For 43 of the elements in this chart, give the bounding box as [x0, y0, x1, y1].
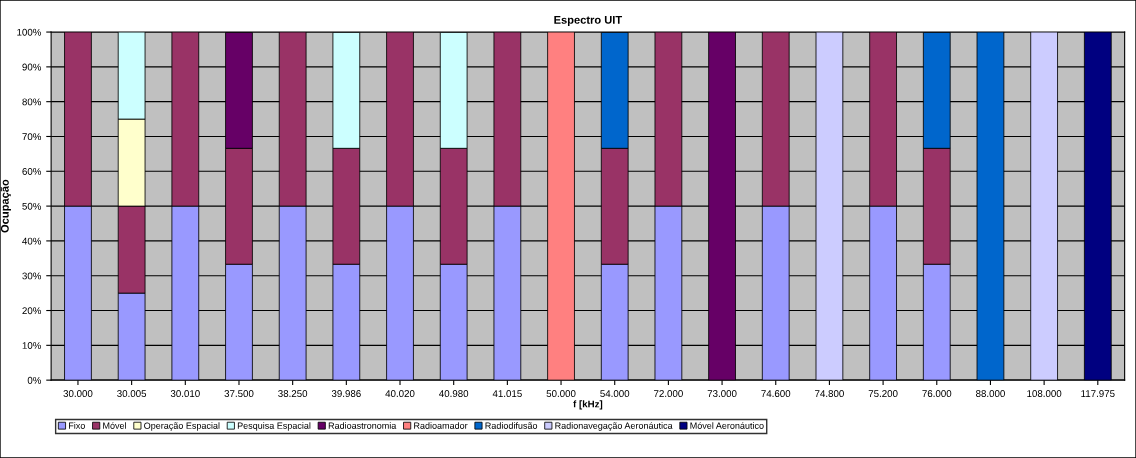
x-tick-label: 72.000	[654, 390, 683, 397]
x-tick-label: 76.000	[922, 390, 952, 397]
legend-label: Radioamador	[414, 422, 468, 429]
y-tick-label: 50%	[22, 202, 42, 210]
y-tick-label: 60%	[22, 168, 42, 175]
legend-label: Fixo	[69, 422, 85, 429]
x-axis-title: f [kHz]	[573, 400, 603, 410]
x-tick-label: 30.000	[63, 390, 93, 397]
y-tick-label: 100%	[17, 28, 42, 36]
x-tick-label: 50.000	[546, 390, 576, 397]
x-tick-label: 108.000	[1027, 390, 1062, 397]
y-tick-label: 70%	[22, 133, 42, 141]
x-tick-label: 38.250	[278, 390, 308, 397]
y-tick-label: 10%	[22, 342, 42, 349]
y-axis-title: Ocupação	[0, 179, 11, 233]
y-tick-label: 90%	[22, 63, 42, 71]
legend-label: Móvel Aeronáutico	[690, 422, 764, 429]
y-tick-label: 30%	[22, 272, 42, 280]
x-tick-label: 40.980	[439, 390, 469, 397]
x-tick-label: 73.000	[707, 390, 737, 397]
y-tick-label: 20%	[22, 307, 42, 315]
x-tick-label: 39.986	[331, 390, 361, 397]
x-tick-label: 88.000	[976, 390, 1005, 397]
legend-label: Radiodifusão	[485, 422, 538, 429]
x-tick-label: 75.200	[868, 390, 898, 397]
x-tick-label: 30.005	[117, 390, 147, 397]
x-tick-label: 40.020	[385, 390, 415, 397]
y-tick-label: 0%	[27, 376, 42, 384]
legend-label: Radioastronomia	[328, 422, 397, 429]
x-tick-label: 74.600	[761, 390, 791, 397]
y-tick-label: 80%	[22, 98, 42, 106]
x-tick-label: 30.010	[170, 390, 200, 397]
x-tick-label: 41.015	[492, 390, 522, 397]
x-tick-label: 117.975	[1081, 390, 1115, 397]
legend-label: Radionavegação Aeronáutica	[555, 422, 673, 431]
legend-label: Móvel	[103, 422, 126, 429]
x-tick-label: 54.000	[600, 390, 630, 397]
chart-title: Espectro UIT	[554, 16, 623, 27]
x-tick-label: 37.500	[224, 390, 254, 397]
y-tick-label: 40%	[22, 237, 42, 245]
x-tick-label: 74.800	[815, 390, 844, 397]
legend-label: Pesquisa Espacial	[237, 422, 311, 431]
legend-label: Operação Espacial	[144, 422, 220, 431]
